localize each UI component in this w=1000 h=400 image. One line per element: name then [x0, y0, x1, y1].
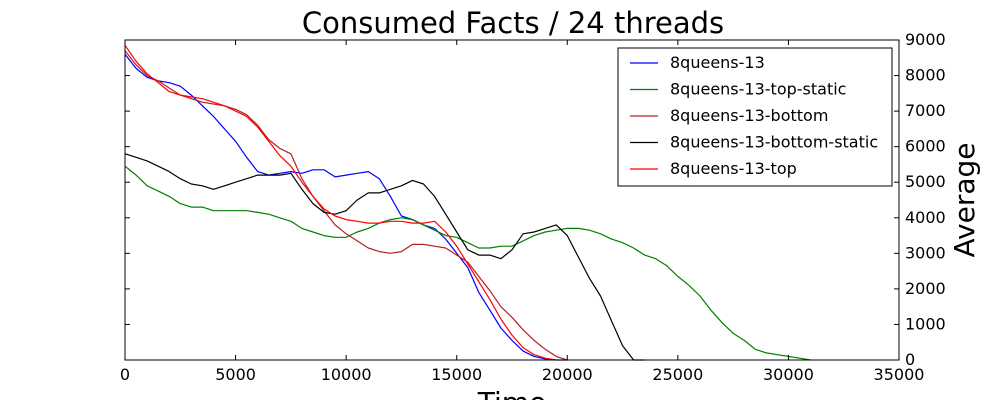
series-line-8queens-13-bottom-static — [124, 153, 645, 361]
y-axis: 0 1000 2000 3000 4000 5000 6000 7000 8000 9000 — [125, 30, 946, 369]
legend-label-8queens-13-bottom: 8queens-13-bottom — [670, 106, 828, 125]
legend-label-8queens-13-top: 8queens-13-top — [670, 159, 797, 178]
legend-label-8queens-13-top-static: 8queens-13-top-static — [670, 80, 846, 99]
x-tick-label: 35000 — [874, 365, 925, 384]
x-tick-label: 0 — [120, 365, 130, 384]
legend-label-8queens-13: 8queens-13 — [670, 53, 765, 72]
legend-label-8queens-13-bottom-static: 8queens-13-bottom-static — [670, 133, 878, 152]
x-tick-label: 20000 — [542, 365, 593, 384]
series-line-8queens-13 — [124, 53, 568, 361]
x-tick-label: 15000 — [431, 365, 482, 384]
y-tick-label: 7000 — [905, 101, 946, 120]
series-layer — [124, 44, 811, 361]
y-tick-label: 3000 — [905, 243, 946, 262]
x-tick-label: 10000 — [321, 365, 372, 384]
y-tick-label: 2000 — [905, 279, 946, 298]
y-axis-label: Average — [948, 143, 981, 258]
x-tick-label: 25000 — [652, 365, 703, 384]
x-tick-label: 30000 — [763, 365, 814, 384]
y-tick-label: 8000 — [905, 66, 946, 85]
chart-title: Consumed Facts / 24 threads — [302, 6, 724, 40]
y-tick-label: 6000 — [905, 137, 946, 156]
series-line-8queens-13-top — [124, 44, 557, 361]
y-tick-label: 1000 — [905, 314, 946, 333]
series-line-8queens-13-bottom — [124, 50, 568, 361]
legend-box — [617, 47, 893, 187]
y-tick-label: 0 — [905, 350, 915, 369]
legend: 8queens-13 8queens-13-top-static 8queens-1… — [617, 47, 893, 187]
x-tick-label: 5000 — [215, 365, 256, 384]
y-tick-label: 5000 — [905, 172, 946, 191]
x-axis: 0 5000 10000 15000 20000 25000 30000 35000 — [120, 40, 925, 384]
series-line-8queens-13-top-static — [124, 165, 811, 361]
x-axis-label: Time — [477, 386, 547, 400]
plot-frame — [124, 39, 900, 361]
y-tick-label: 4000 — [905, 208, 946, 227]
y-tick-label: 9000 — [905, 30, 946, 49]
